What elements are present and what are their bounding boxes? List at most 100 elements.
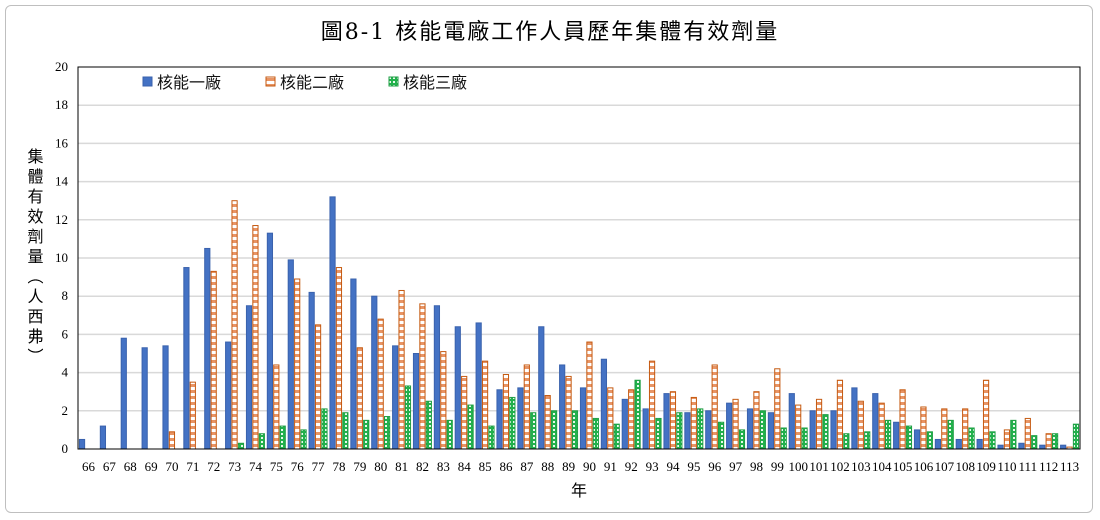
legend-label-2: 核能二廠 — [280, 73, 344, 92]
bar-核能一廠-76 — [287, 259, 294, 450]
bar-核能一廠-109 — [976, 438, 983, 450]
x-tick-label: 69 — [145, 459, 158, 474]
bar-核能一廠-100 — [788, 393, 795, 450]
bar-核能一廠-66 — [78, 438, 86, 450]
bar-核能二廠-110 — [1003, 429, 1011, 450]
bar-核能一廠-108 — [955, 438, 962, 450]
bar-核能二廠-83 — [440, 351, 447, 450]
bar-核能二廠-109 — [982, 379, 990, 450]
x-tick-label: 88 — [541, 459, 554, 474]
bar-核能三廠-112 — [1051, 433, 1059, 450]
bar-核能一廠-83 — [433, 305, 441, 450]
bar-核能一廠-99 — [767, 412, 775, 450]
legend-swatch-3 — [388, 76, 399, 87]
bar-核能三廠-78 — [342, 412, 349, 450]
bar-核能一廠-85 — [475, 322, 482, 450]
bar-核能三廠-75 — [279, 425, 286, 450]
bar-核能二廠-76 — [294, 278, 301, 450]
x-tick-label: 113 — [1060, 459, 1079, 474]
bar-核能三廠-102 — [843, 433, 850, 450]
bar-核能一廠-112 — [1039, 444, 1046, 450]
x-tick-label: 104 — [872, 459, 892, 474]
x-tick-label: 75 — [270, 459, 283, 474]
y-tick-label: 2 — [62, 403, 69, 418]
bar-核能三廠-110 — [1010, 419, 1017, 450]
bar-核能三廠-99 — [780, 427, 787, 450]
bar-核能三廠-90 — [592, 417, 599, 450]
bar-核能一廠-92 — [621, 398, 628, 450]
bar-核能三廠-93 — [655, 417, 662, 450]
bar-核能三廠-97 — [738, 429, 746, 450]
bar-核能二廠-95 — [690, 396, 697, 450]
bar-核能三廠-86 — [509, 396, 516, 450]
bar-核能一廠-88 — [538, 326, 545, 450]
x-tick-label: 85 — [479, 459, 492, 474]
x-tick-label: 66 — [82, 459, 96, 474]
bar-核能二廠-78 — [335, 267, 343, 450]
x-tick-label: 79 — [353, 459, 366, 474]
bar-核能二廠-96 — [711, 364, 718, 450]
x-tick-label: 92 — [625, 459, 638, 474]
x-tick-label: 81 — [395, 459, 408, 474]
bar-核能三廠-82 — [425, 400, 432, 450]
bar-核能二廠-101 — [815, 398, 823, 450]
bar-核能三廠-91 — [613, 423, 620, 450]
bar-核能二廠-92 — [628, 389, 635, 450]
bar-核能三廠-101 — [822, 414, 829, 450]
bar-核能一廠-82 — [412, 353, 420, 450]
legend-label-3: 核能三廠 — [403, 73, 467, 92]
bar-核能二廠-70 — [168, 431, 176, 450]
x-tick-label: 87 — [520, 459, 534, 474]
bar-核能一廠-79 — [350, 278, 357, 450]
bar-核能二廠-98 — [753, 391, 760, 450]
bar-核能二廠-85 — [481, 360, 489, 450]
bar-核能三廠-106 — [926, 431, 933, 450]
bar-核能三廠-73 — [237, 442, 245, 450]
x-tick-label: 76 — [291, 459, 305, 474]
y-tick-labels: 0 2 4 6 8 10 12 14 16 18 20 — [55, 59, 69, 456]
y-tick-label: 14 — [55, 174, 69, 189]
y-tick-label: 8 — [62, 288, 69, 303]
x-tick-label: 77 — [312, 459, 326, 474]
bar-核能三廠-109 — [989, 431, 996, 450]
bar-核能二廠-90 — [586, 341, 593, 450]
bar-核能一廠-103 — [851, 387, 858, 450]
bar-核能三廠-98 — [759, 410, 766, 450]
bar-核能二廠-100 — [795, 404, 802, 450]
bar-核能一廠-113 — [1060, 444, 1067, 450]
bar-核能一廠-73 — [225, 341, 232, 450]
y-tick-label: 10 — [55, 250, 68, 265]
bar-核能二廠-73 — [231, 200, 238, 450]
bar-核能二廠-93 — [648, 360, 656, 450]
bar-核能三廠-89 — [571, 410, 579, 450]
bar-核能三廠-95 — [697, 408, 704, 450]
bar-核能一廠-97 — [726, 402, 733, 450]
bar-核能二廠-99 — [774, 368, 781, 450]
bar-核能二廠-88 — [544, 395, 551, 450]
y-axis-label: 集體有效劑量（人西弗） — [25, 148, 44, 368]
x-tick-label: 71 — [186, 459, 199, 474]
bar-核能三廠-111 — [1031, 435, 1038, 450]
bar-核能一廠-70 — [162, 345, 169, 450]
bar-核能一廠-91 — [600, 358, 608, 450]
bar-核能三廠-80 — [383, 416, 391, 450]
bars — [78, 196, 1080, 450]
bar-核能二廠-105 — [899, 389, 906, 450]
bar-核能一廠-71 — [183, 267, 190, 450]
bar-核能三廠-79 — [363, 419, 370, 450]
bar-核能二廠-107 — [941, 408, 948, 450]
bar-核能三廠-77 — [321, 408, 328, 450]
bar-核能三廠-85 — [488, 425, 495, 450]
bar-核能二廠-80 — [377, 318, 384, 450]
x-tick-label: 72 — [207, 459, 220, 474]
x-tick-label: 91 — [604, 459, 617, 474]
x-tick-label: 67 — [103, 459, 117, 474]
bar-核能三廠-103 — [864, 431, 871, 450]
bar-核能三廠-104 — [884, 419, 892, 450]
y-tick-label: 6 — [62, 326, 69, 341]
y-tick-label: 16 — [55, 135, 69, 150]
bar-核能三廠-107 — [947, 419, 954, 450]
bar-核能二廠-97 — [732, 398, 739, 450]
bar-核能二廠-84 — [461, 375, 468, 450]
